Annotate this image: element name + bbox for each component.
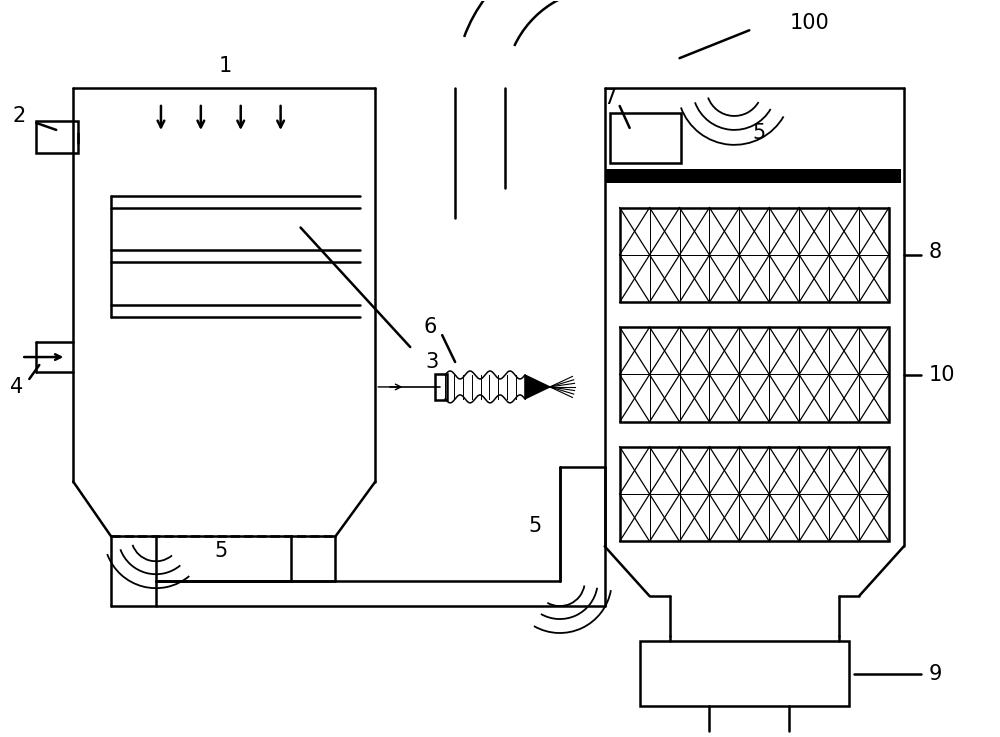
Bar [610,113,681,163]
Bar [680,208,709,255]
Bar [650,447,680,494]
Text: 5: 5 [753,123,766,143]
Bar [829,374,859,422]
Bar [859,374,889,422]
Bar [859,208,889,255]
Bar [739,255,769,302]
Bar [829,494,859,542]
Bar [620,447,889,542]
Bar [769,447,799,494]
Bar [829,208,859,255]
Bar [680,374,709,422]
Text: 3: 3 [425,352,438,372]
Bar [640,641,849,706]
Bar [680,447,709,494]
Bar [799,447,829,494]
Bar [620,374,650,422]
Bar [769,208,799,255]
Bar [799,374,829,422]
Bar [739,208,769,255]
Bar [680,255,709,302]
Bar [620,494,650,542]
Bar [620,208,650,255]
Bar [799,327,829,374]
Bar [769,255,799,302]
Bar [709,494,739,542]
Text: 4: 4 [10,377,23,397]
Text: 9: 9 [929,664,942,684]
Bar [739,447,769,494]
Bar [799,494,829,542]
Bar [435,374,447,400]
Bar [650,374,680,422]
Bar [709,374,739,422]
Polygon shape [525,375,550,399]
Bar [739,374,769,422]
Bar [680,494,709,542]
Text: 100: 100 [789,13,829,33]
Bar [859,255,889,302]
Bar [709,327,739,374]
Text: 10: 10 [929,365,955,385]
Bar [620,327,650,374]
Text: 2: 2 [13,106,26,126]
Bar [650,255,680,302]
Bar [709,255,739,302]
Bar [859,494,889,542]
Bar [829,255,859,302]
Bar [829,447,859,494]
Bar [829,327,859,374]
Bar [769,494,799,542]
Bar [859,447,889,494]
Text: 8: 8 [929,242,942,262]
Bar [620,327,889,422]
Bar [620,447,650,494]
Bar [769,374,799,422]
Bar [650,494,680,542]
Bar [650,327,680,374]
Bar [799,255,829,302]
Bar [680,327,709,374]
Bar [709,208,739,255]
Bar [769,327,799,374]
Bar [605,169,901,183]
Text: 7: 7 [603,88,616,108]
Text: 1: 1 [219,56,232,76]
Bar [620,208,889,302]
Bar [620,255,650,302]
Bar [799,208,829,255]
Bar [739,327,769,374]
Bar [709,447,739,494]
Text: 5: 5 [214,541,227,562]
Text: 6: 6 [424,317,437,337]
Bar [739,494,769,542]
Text: 5: 5 [528,517,542,537]
Bar [859,327,889,374]
Bar [36,121,78,153]
Bar [650,208,680,255]
